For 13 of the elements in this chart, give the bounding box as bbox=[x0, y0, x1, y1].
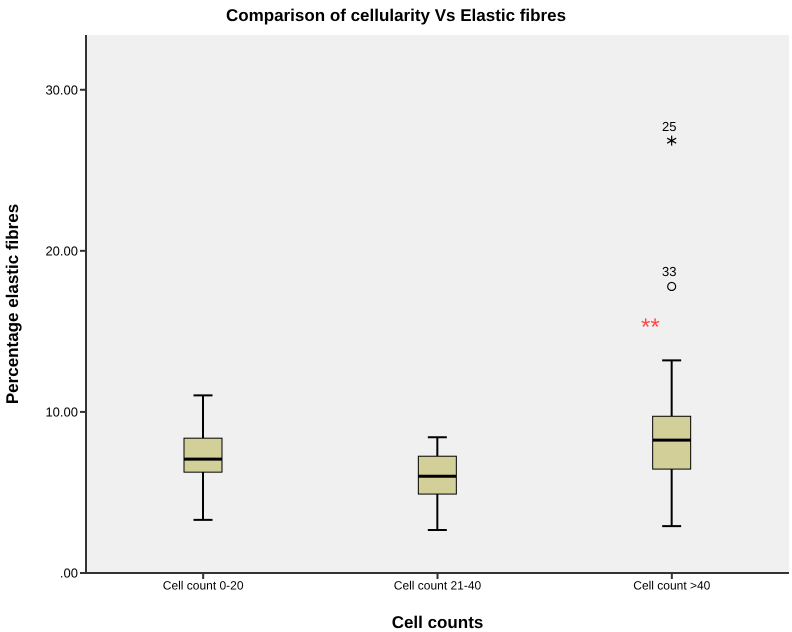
annotation: 25 bbox=[662, 119, 676, 134]
x-axis-title: Cell counts bbox=[392, 613, 484, 632]
chart-title: Comparison of cellularity Vs Elastic fibres bbox=[224, 6, 568, 26]
annotation: ** bbox=[641, 314, 660, 341]
y-tick-label: 30.00 bbox=[45, 82, 78, 98]
y-tick-label: 20.00 bbox=[45, 243, 78, 258]
y-axis-title: Percentage elastic fibres bbox=[3, 204, 22, 404]
x-tick-label: Cell count 0-20 bbox=[162, 578, 244, 593]
annotation: 33 bbox=[662, 264, 676, 279]
y-tick-label: 10.00 bbox=[45, 404, 78, 420]
x-tick-label: Cell count 21-40 bbox=[394, 578, 482, 593]
y-tick-label: .00 bbox=[60, 566, 78, 581]
x-tick-label: Cell count >40 bbox=[633, 578, 711, 593]
